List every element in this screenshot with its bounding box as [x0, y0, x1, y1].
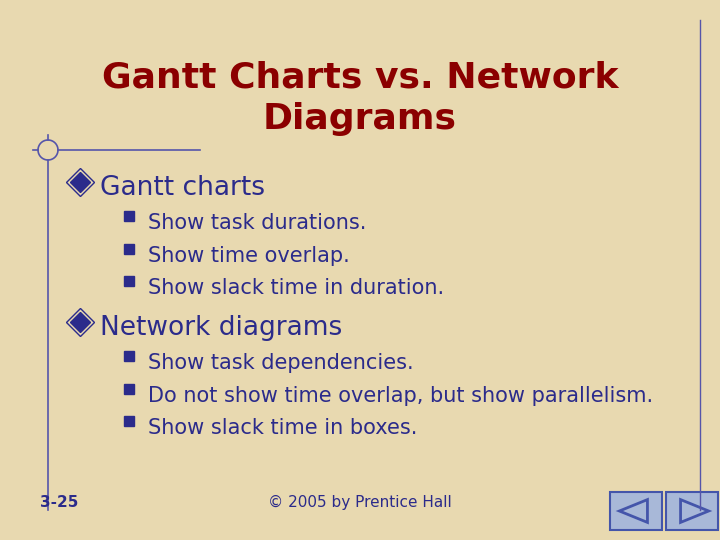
Bar [124, 276, 134, 286]
Bar [124, 416, 134, 426]
Bar [124, 351, 134, 361]
Text: Show slack time in boxes.: Show slack time in boxes. [148, 418, 418, 438]
Bar [666, 492, 718, 530]
Text: Show task dependencies.: Show task dependencies. [148, 353, 413, 373]
Text: Network diagrams: Network diagrams [100, 315, 342, 341]
Text: © 2005 by Prentice Hall: © 2005 by Prentice Hall [268, 495, 452, 510]
Text: Gantt Charts vs. Network
Diagrams: Gantt Charts vs. Network Diagrams [102, 60, 618, 136]
Bar [610, 492, 662, 530]
Text: 3-25: 3-25 [40, 495, 78, 510]
Text: Gantt charts: Gantt charts [100, 175, 265, 201]
Bar [124, 244, 134, 254]
Text: Show time overlap.: Show time overlap. [148, 246, 350, 266]
Text: Show slack time in duration.: Show slack time in duration. [148, 278, 444, 298]
Text: Show task durations.: Show task durations. [148, 213, 366, 233]
Bar [124, 211, 134, 221]
Bar [124, 384, 134, 394]
Text: Do not show time overlap, but show parallelism.: Do not show time overlap, but show paral… [148, 386, 653, 406]
